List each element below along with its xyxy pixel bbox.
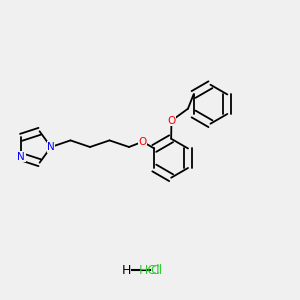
Text: O: O (167, 116, 175, 126)
Text: H: H (121, 263, 131, 277)
Text: Cl: Cl (150, 263, 162, 277)
Text: N: N (17, 152, 25, 162)
Text: O: O (139, 137, 147, 147)
Text: HCl: HCl (139, 263, 161, 277)
Text: N: N (47, 142, 55, 152)
